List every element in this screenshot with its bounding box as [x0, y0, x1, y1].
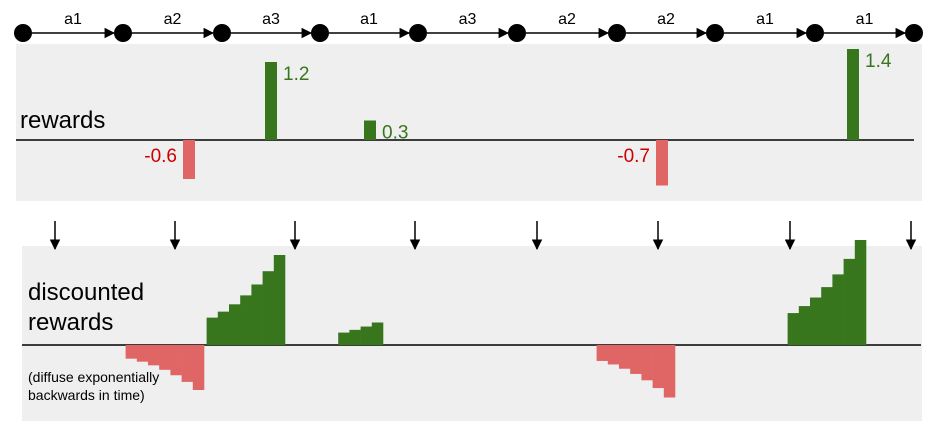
reward-bar [656, 140, 668, 186]
state-node [409, 24, 427, 42]
action-label: a1 [756, 11, 774, 28]
discounted-step [810, 297, 822, 345]
discounted-step [821, 287, 833, 345]
state-node [114, 24, 132, 42]
discounted-step [125, 345, 138, 359]
action-label: a1 [360, 11, 378, 28]
diffuse-note-line2: backwards in time) [28, 387, 145, 403]
reward-bar [265, 62, 277, 140]
discounted-step [159, 345, 171, 370]
action-label: a2 [558, 11, 576, 28]
discounted-step [240, 295, 252, 345]
reward-value-label: -0.7 [617, 146, 650, 167]
discounted-rewards-panel [22, 246, 922, 421]
discounted-step [360, 326, 373, 345]
state-node [806, 24, 824, 42]
discounted-step [787, 313, 800, 345]
discounted-step [371, 322, 384, 345]
discounted-step [843, 258, 856, 345]
discounted-step [229, 304, 241, 345]
discounted-step [262, 271, 275, 345]
discounted-step [663, 345, 676, 398]
discounted-step [798, 306, 811, 345]
discounted-step [148, 345, 160, 366]
discounted-step [607, 345, 620, 365]
action-label: a2 [657, 11, 675, 28]
action-label: a1 [856, 11, 874, 28]
reward-value-label: 1.2 [283, 64, 309, 85]
discounted-step [217, 311, 230, 345]
state-node [213, 24, 231, 42]
action-label: a2 [164, 11, 182, 28]
discounted-bars [125, 240, 867, 398]
action-label: a3 [262, 11, 280, 28]
state-node [508, 24, 526, 42]
discounted-step [652, 345, 665, 389]
reward-bar [847, 49, 859, 140]
discounted-step [273, 255, 286, 345]
discounted-step [349, 329, 361, 345]
reward-value-label: 1.4 [865, 51, 892, 72]
discounted-step [619, 345, 631, 369]
state-node [311, 24, 329, 42]
state-node [14, 24, 32, 42]
discounted-label-line2: rewards [28, 309, 113, 336]
rewards-panel [16, 44, 922, 201]
state-node [608, 24, 626, 42]
discounted-step [181, 345, 194, 382]
discounted-step [192, 345, 205, 390]
discounted-step [832, 274, 844, 345]
action-label: a1 [64, 11, 82, 28]
state-node [706, 24, 724, 42]
trajectory-chain: a1 a2 a3 a1 a3 a2 a2 a1 a1 [14, 11, 923, 42]
discounted-step [641, 345, 653, 381]
action-label: a3 [459, 11, 477, 28]
discounted-step [630, 345, 642, 374]
discounted-step [170, 345, 182, 376]
discounted-step [596, 345, 609, 361]
state-node [905, 24, 923, 42]
reward-value-label: -0.6 [144, 146, 177, 167]
discounted-step [206, 317, 219, 345]
rewards-label: rewards [20, 107, 105, 134]
reward-bar [364, 120, 376, 140]
discounted-step [251, 284, 263, 345]
diffuse-note-line1: (diffuse exponentially [28, 369, 159, 385]
discounted-label-line1: discounted [28, 279, 144, 306]
time-step-arrows [49, 221, 917, 251]
discounted-step [854, 240, 867, 345]
reward-value-label: 0.3 [382, 123, 408, 144]
reward-bars: -0.6 1.2 0.3 -0.7 1.4 [144, 49, 892, 186]
discounted-step [338, 332, 350, 345]
reward-bar [183, 140, 195, 179]
discounted-step [136, 345, 149, 362]
